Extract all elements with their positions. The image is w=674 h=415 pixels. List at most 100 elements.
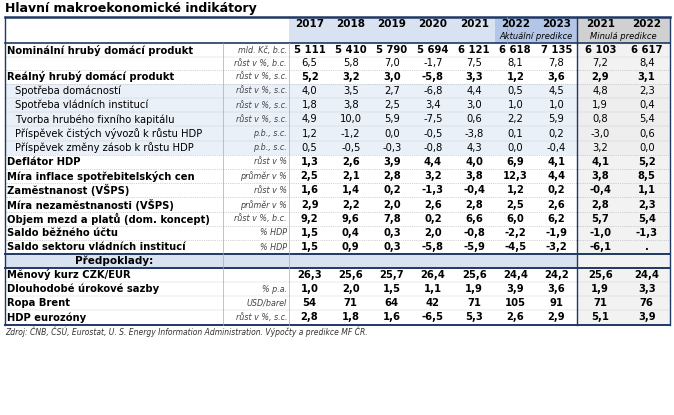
Text: % HDP: % HDP xyxy=(260,229,287,237)
Text: 2023: 2023 xyxy=(542,19,571,29)
Text: 2,2: 2,2 xyxy=(508,115,523,124)
Text: 25,7: 25,7 xyxy=(379,270,404,280)
Text: 0,9: 0,9 xyxy=(342,242,359,252)
Text: 8,5: 8,5 xyxy=(638,171,656,181)
Text: 6 617: 6 617 xyxy=(631,45,663,55)
Text: 5,4: 5,4 xyxy=(638,214,656,224)
Text: 4,3: 4,3 xyxy=(466,143,482,153)
Text: Saldo běžného účtu: Saldo běžného účtu xyxy=(7,228,118,238)
Text: 2,6: 2,6 xyxy=(424,200,442,210)
Bar xyxy=(577,254,670,268)
Bar xyxy=(5,112,577,127)
Text: 1,9: 1,9 xyxy=(592,100,608,110)
Bar xyxy=(5,127,577,141)
Text: 3,8: 3,8 xyxy=(591,171,609,181)
Text: 2,6: 2,6 xyxy=(547,200,565,210)
Text: 3,9: 3,9 xyxy=(638,312,656,322)
Text: 5,4: 5,4 xyxy=(639,115,654,124)
Text: 6,5: 6,5 xyxy=(302,59,317,68)
Text: Nominální hrubý domácí produkt: Nominální hrubý domácí produkt xyxy=(7,44,193,56)
Text: 1,5: 1,5 xyxy=(301,228,319,238)
Text: 2,9: 2,9 xyxy=(301,200,318,210)
Text: 0,6: 0,6 xyxy=(639,129,654,139)
Text: růst v %, s.c.: růst v %, s.c. xyxy=(235,86,287,95)
Text: -1,9: -1,9 xyxy=(545,228,568,238)
Text: 2022: 2022 xyxy=(501,19,530,29)
Text: USD/barel: USD/barel xyxy=(247,299,287,308)
Bar xyxy=(289,17,495,43)
Text: 1,9: 1,9 xyxy=(591,284,609,294)
Bar xyxy=(577,155,670,169)
Text: 2017: 2017 xyxy=(295,19,324,29)
Text: 2,1: 2,1 xyxy=(342,171,360,181)
Text: -6,1: -6,1 xyxy=(589,242,611,252)
Bar xyxy=(577,310,670,325)
Text: 4,4: 4,4 xyxy=(547,171,565,181)
Bar xyxy=(577,17,670,43)
Text: 26,4: 26,4 xyxy=(421,270,446,280)
Text: 24,4: 24,4 xyxy=(634,270,659,280)
Bar xyxy=(577,169,670,183)
Text: 2,2: 2,2 xyxy=(342,200,359,210)
Text: -1,2: -1,2 xyxy=(341,129,361,139)
Text: 1,0: 1,0 xyxy=(549,100,564,110)
Text: 0,5: 0,5 xyxy=(302,143,317,153)
Text: 0,2: 0,2 xyxy=(549,129,564,139)
Text: 3,1: 3,1 xyxy=(638,72,656,82)
Text: Ropa Brent: Ropa Brent xyxy=(7,298,70,308)
Text: 4,5: 4,5 xyxy=(549,86,564,96)
Text: 1,8: 1,8 xyxy=(302,100,317,110)
Text: průměr v %: průměr v % xyxy=(240,171,287,181)
Text: 64: 64 xyxy=(385,298,399,308)
Text: 5,3: 5,3 xyxy=(465,312,483,322)
Text: 7 135: 7 135 xyxy=(541,45,572,55)
Text: -1,0: -1,0 xyxy=(589,228,611,238)
Text: 3,2: 3,2 xyxy=(342,72,359,82)
Bar xyxy=(5,57,577,70)
Bar xyxy=(5,212,577,226)
Text: -5,8: -5,8 xyxy=(422,72,444,82)
Text: 3,0: 3,0 xyxy=(466,100,482,110)
Bar xyxy=(577,70,670,84)
Text: -0,4: -0,4 xyxy=(463,186,485,195)
Text: -1,3: -1,3 xyxy=(636,228,658,238)
Bar xyxy=(5,254,577,268)
Bar xyxy=(5,240,577,254)
Text: 3,3: 3,3 xyxy=(638,284,656,294)
Text: 4,1: 4,1 xyxy=(591,157,609,167)
Text: 71: 71 xyxy=(344,298,358,308)
Text: 2,8: 2,8 xyxy=(301,312,318,322)
Text: 1,6: 1,6 xyxy=(383,312,401,322)
Text: 2018: 2018 xyxy=(336,19,365,29)
Text: Míra inflace spotřebitelských cen: Míra inflace spotřebitelských cen xyxy=(7,171,195,182)
Text: 3,2: 3,2 xyxy=(592,143,608,153)
Text: 1,3: 1,3 xyxy=(301,157,319,167)
Text: 0,1: 0,1 xyxy=(508,129,523,139)
Text: 1,5: 1,5 xyxy=(301,242,319,252)
Bar xyxy=(577,141,670,155)
Text: Příspěvek čistých vývozů k růstu HDP: Příspěvek čistých vývozů k růstu HDP xyxy=(15,128,202,139)
Text: 7,8: 7,8 xyxy=(549,59,564,68)
Text: 0,0: 0,0 xyxy=(508,143,523,153)
Bar xyxy=(577,112,670,127)
Text: 3,4: 3,4 xyxy=(425,100,441,110)
Text: 2,7: 2,7 xyxy=(384,86,400,96)
Text: růst v %, s.c.: růst v %, s.c. xyxy=(235,115,287,124)
Text: růst v %, b.c.: růst v %, b.c. xyxy=(235,59,287,68)
Text: Měnový kurz CZK/EUR: Měnový kurz CZK/EUR xyxy=(7,269,131,281)
Text: 0,2: 0,2 xyxy=(424,214,442,224)
Text: 4,4: 4,4 xyxy=(466,86,482,96)
Text: 1,6: 1,6 xyxy=(301,186,319,195)
Text: 6 618: 6 618 xyxy=(499,45,531,55)
Text: 2022: 2022 xyxy=(632,19,661,29)
Text: Zdroj: ČNB, ČSÚ, Eurostat, U. S. Energy Information Administration. Výpočty a pr: Zdroj: ČNB, ČSÚ, Eurostat, U. S. Energy … xyxy=(5,327,367,337)
Text: Hlavní makroekonomické indikátory: Hlavní makroekonomické indikátory xyxy=(5,2,257,15)
Text: 1,0: 1,0 xyxy=(301,284,319,294)
Text: 2,0: 2,0 xyxy=(424,228,442,238)
Text: 2,0: 2,0 xyxy=(383,200,400,210)
Text: růst v %: růst v % xyxy=(254,158,287,166)
Bar xyxy=(5,169,577,183)
Text: 2,8: 2,8 xyxy=(465,200,483,210)
Text: -3,0: -3,0 xyxy=(590,129,610,139)
Text: 2,5: 2,5 xyxy=(301,171,318,181)
